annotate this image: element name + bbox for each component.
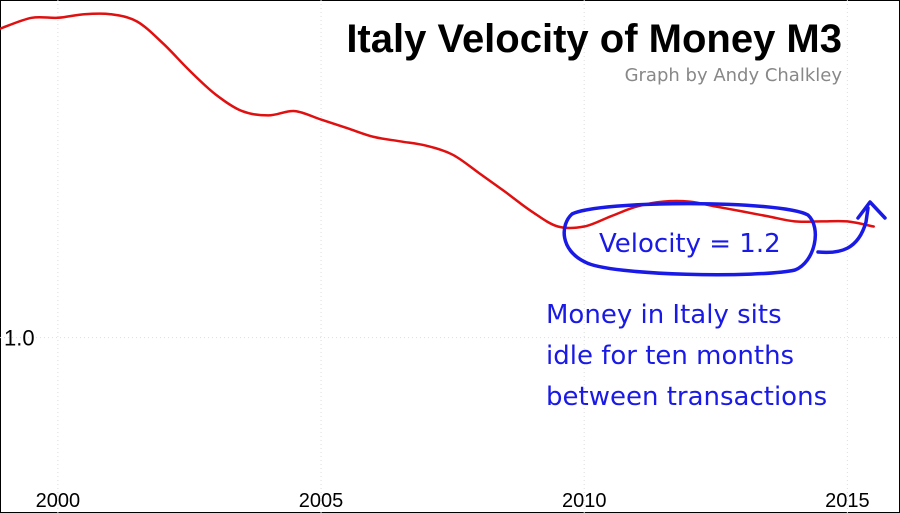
annotation-arrow [816, 206, 870, 255]
note-line-1: Money in Italy sits [546, 300, 782, 330]
annotation-bubble [562, 201, 818, 277]
x-tick-label: 2000 [36, 490, 81, 512]
series-layer [0, 12, 875, 230]
velocity-annotation: Velocity = 1.2 [599, 229, 781, 259]
chart-credit: Graph by Andy Chalkley [625, 65, 843, 86]
y-tick-label: 1.0 [4, 326, 35, 351]
annotation-arrowhead [856, 200, 887, 220]
x-tick-label: 2015 [825, 490, 870, 512]
x-tick-label: 2005 [299, 490, 344, 512]
velocity-series-line [0, 12, 875, 230]
tick-layer: 2000 2005 2010 2015 1.0 [4, 326, 870, 512]
note-line-2: idle for ten months [546, 341, 794, 371]
note-line-3: between transactions [546, 382, 827, 412]
chart-title: Italy Velocity of Money M3 [346, 17, 842, 61]
x-tick-label: 2010 [562, 490, 607, 512]
